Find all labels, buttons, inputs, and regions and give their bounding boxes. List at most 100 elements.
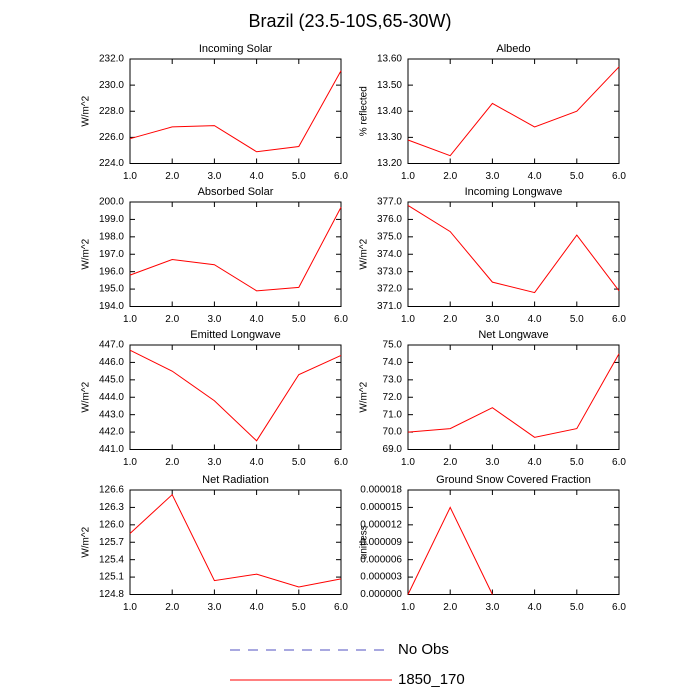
y-tick-label: 232.0 — [99, 54, 124, 65]
x-tick-label: 2.0 — [443, 171, 457, 182]
plot-frame — [407, 489, 620, 595]
plot-frame — [129, 58, 342, 164]
x-tick-label: 4.0 — [250, 314, 264, 325]
y-tick-label: 224.0 — [99, 158, 124, 169]
y-tick-label: 200.0 — [99, 197, 124, 208]
plot-frame — [129, 201, 342, 307]
x-tick-label: 3.0 — [485, 457, 499, 468]
y-tick-label: 198.0 — [99, 231, 124, 242]
y-tick-label: 447.0 — [99, 340, 124, 351]
y-tick-label: 196.0 — [99, 266, 124, 277]
panel-title: Absorbed Solar — [198, 186, 274, 198]
y-tick-label: 442.0 — [99, 427, 124, 438]
y-tick-label: 124.8 — [99, 589, 124, 600]
y-tick-label: 125.4 — [99, 554, 124, 565]
x-tick-label: 1.0 — [123, 314, 137, 325]
x-tick-label: 5.0 — [292, 457, 306, 468]
y-tick-label: 372.0 — [377, 284, 402, 295]
y-axis-label: W/m^2 — [81, 381, 92, 412]
y-tick-label: 75.0 — [383, 340, 403, 351]
x-tick-label: 6.0 — [334, 457, 348, 468]
y-tick-label: 226.0 — [99, 132, 124, 143]
y-tick-label: 13.20 — [377, 158, 402, 169]
y-tick-label: 195.0 — [99, 284, 124, 295]
plot-frame — [129, 344, 342, 450]
x-tick-label: 6.0 — [334, 171, 348, 182]
plot-frame — [407, 344, 620, 450]
y-tick-label: 13.60 — [377, 54, 402, 65]
legend-label: No Obs — [398, 641, 449, 658]
y-tick-label: 126.6 — [99, 485, 124, 496]
y-tick-label: 0.000006 — [360, 554, 402, 565]
legend-label: 1850_170 — [398, 671, 465, 688]
y-tick-label: 197.0 — [99, 249, 124, 260]
data-line — [129, 349, 342, 442]
x-tick-label: 6.0 — [612, 171, 626, 182]
y-tick-label: 125.7 — [99, 537, 124, 548]
x-tick-label: 5.0 — [292, 171, 306, 182]
x-tick-label: 3.0 — [207, 457, 221, 468]
y-tick-label: 374.0 — [377, 249, 402, 260]
y-tick-label: 0.000003 — [360, 572, 402, 583]
x-tick-label: 3.0 — [207, 314, 221, 325]
plot-frame — [407, 58, 620, 164]
y-tick-label: 0.000015 — [360, 502, 402, 513]
y-tick-label: 444.0 — [99, 392, 124, 403]
y-tick-label: 125.1 — [99, 572, 124, 583]
x-tick-label: 6.0 — [612, 457, 626, 468]
x-tick-label: 6.0 — [334, 602, 348, 613]
x-tick-label: 2.0 — [165, 171, 179, 182]
plot-frame — [129, 489, 342, 595]
y-tick-label: 13.30 — [377, 132, 402, 143]
x-tick-label: 4.0 — [528, 314, 542, 325]
figure-title: Brazil (23.5-10S,65-30W) — [248, 11, 451, 31]
x-tick-label: 5.0 — [292, 602, 306, 613]
x-tick-label: 1.0 — [401, 171, 415, 182]
y-tick-label: 13.40 — [377, 106, 402, 117]
y-tick-label: 126.0 — [99, 519, 124, 530]
data-line — [129, 206, 342, 292]
x-tick-label: 1.0 — [123, 602, 137, 613]
y-tick-label: 446.0 — [99, 357, 124, 368]
plot-frame — [407, 201, 620, 307]
panel-title: Albedo — [496, 43, 530, 55]
x-tick-label: 5.0 — [570, 457, 584, 468]
data-line — [407, 66, 620, 157]
panel-title: Net Radiation — [202, 474, 269, 486]
y-tick-label: 228.0 — [99, 106, 124, 117]
x-tick-label: 4.0 — [250, 171, 264, 182]
y-tick-label: 376.0 — [377, 214, 402, 225]
y-tick-label: 194.0 — [99, 301, 124, 312]
x-tick-label: 5.0 — [570, 602, 584, 613]
y-tick-label: 375.0 — [377, 231, 402, 242]
x-tick-label: 2.0 — [165, 457, 179, 468]
y-axis-label: W/m^2 — [81, 95, 92, 126]
data-line — [129, 493, 342, 588]
x-tick-label: 6.0 — [612, 314, 626, 325]
y-tick-label: 230.0 — [99, 80, 124, 91]
x-tick-label: 1.0 — [123, 457, 137, 468]
y-tick-label: 126.3 — [99, 502, 124, 513]
data-line — [407, 506, 493, 595]
y-tick-label: 441.0 — [99, 444, 124, 455]
y-tick-label: 0.000018 — [360, 485, 402, 496]
x-tick-label: 4.0 — [528, 457, 542, 468]
y-tick-label: 70.0 — [383, 427, 403, 438]
panel-title: Ground Snow Covered Fraction — [436, 474, 591, 486]
y-tick-label: 69.0 — [383, 444, 403, 455]
x-tick-label: 1.0 — [401, 314, 415, 325]
y-tick-label: 199.0 — [99, 214, 124, 225]
y-axis-label: W/m^2 — [81, 238, 92, 269]
x-tick-label: 3.0 — [485, 602, 499, 613]
y-axis-label: % reflected — [359, 86, 370, 136]
y-tick-label: 0.000000 — [360, 589, 402, 600]
y-tick-label: 73.0 — [383, 374, 403, 385]
y-tick-label: 71.0 — [383, 409, 403, 420]
x-tick-label: 5.0 — [292, 314, 306, 325]
x-tick-label: 5.0 — [570, 171, 584, 182]
x-tick-label: 3.0 — [485, 314, 499, 325]
y-tick-label: 0.000009 — [360, 537, 402, 548]
data-line — [407, 353, 620, 438]
x-tick-label: 6.0 — [334, 314, 348, 325]
